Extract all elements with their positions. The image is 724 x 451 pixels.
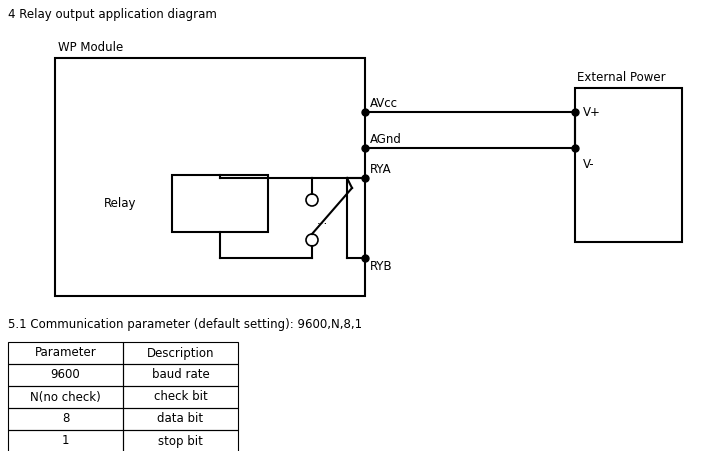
Text: 1: 1 [62, 434, 70, 447]
Text: 4 Relay output application diagram: 4 Relay output application diagram [8, 8, 217, 21]
Bar [55, 58, 365, 296]
Bar [8, 342, 123, 364]
Bar [123, 364, 238, 386]
Text: 9600: 9600 [51, 368, 80, 382]
Text: AGnd: AGnd [370, 133, 402, 146]
Text: 8: 8 [62, 413, 70, 425]
Text: WP Module: WP Module [58, 41, 123, 54]
Bar [8, 386, 123, 408]
Text: data bit: data bit [157, 413, 203, 425]
Bar [8, 430, 123, 451]
Text: RYA: RYA [370, 163, 392, 176]
Text: Parameter: Parameter [35, 346, 96, 359]
Text: stop bit: stop bit [158, 434, 203, 447]
Bar [172, 175, 268, 232]
Bar [123, 430, 238, 451]
Text: AVcc: AVcc [370, 97, 398, 110]
Text: V+: V+ [583, 106, 601, 119]
Text: 5.1 Communication parameter (default setting): 9600,N,8,1: 5.1 Communication parameter (default set… [8, 318, 362, 331]
Bar [575, 88, 682, 242]
Text: V-: V- [583, 158, 594, 171]
Text: Description: Description [147, 346, 214, 359]
Bar [123, 386, 238, 408]
Bar [123, 408, 238, 430]
Text: RYB: RYB [370, 260, 392, 273]
Bar [8, 364, 123, 386]
Text: Relay: Relay [104, 197, 137, 210]
Bar [123, 342, 238, 364]
Text: check bit: check bit [153, 391, 207, 404]
Text: N(no check): N(no check) [30, 391, 101, 404]
Text: ...: ... [317, 213, 328, 226]
Bar [8, 408, 123, 430]
Text: baud rate: baud rate [151, 368, 209, 382]
Text: External Power: External Power [577, 71, 665, 84]
